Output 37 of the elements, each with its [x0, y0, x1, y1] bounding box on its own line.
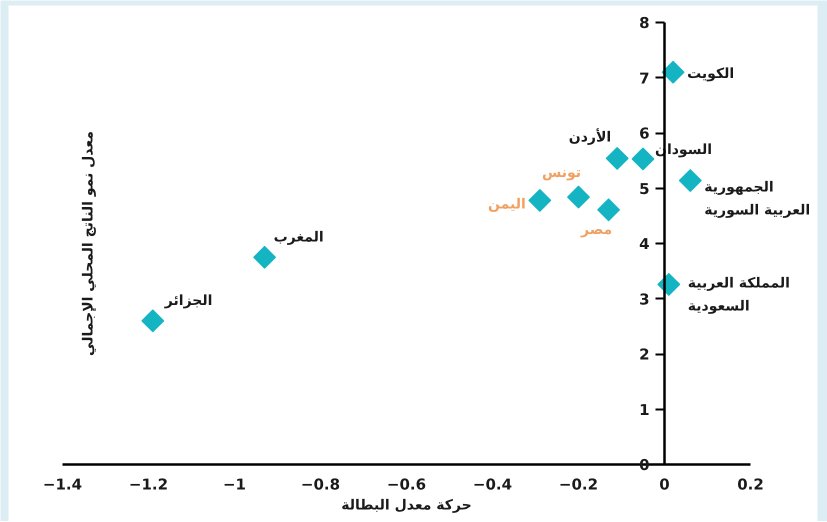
- point: [253, 246, 276, 269]
- x-tick-label: −0.6: [386, 476, 426, 494]
- y-tick-label: 6: [639, 124, 650, 142]
- point: [606, 146, 629, 170]
- data-label: المغرب: [274, 229, 324, 246]
- point: [678, 169, 702, 192]
- y-tick-label: 5: [639, 180, 650, 198]
- x-tick-label: 0: [659, 476, 670, 494]
- x-tick-label: −0.8: [300, 476, 340, 494]
- data-label: مصر: [580, 222, 612, 238]
- point: [141, 309, 164, 332]
- x-tick-label: −1: [222, 476, 246, 494]
- data-label: تونس: [542, 165, 582, 182]
- point: [662, 60, 685, 84]
- data-label: الجمهورية العربية السورية: [704, 180, 810, 219]
- x-axis-title: حركة معدل البطالة: [341, 498, 472, 514]
- point: [597, 198, 620, 222]
- x-tick-label: −0.2: [558, 476, 598, 494]
- x-tick-label: −0.4: [472, 476, 512, 494]
- y-axis-title: معدل نمو الناتج المحلي الإجمالي: [80, 131, 96, 356]
- y-tick-label: 7: [639, 69, 650, 88]
- x-tick-label: 0.2: [737, 476, 764, 494]
- y-tick-label: 2: [639, 346, 650, 364]
- y-tick-label: 1: [639, 400, 650, 419]
- y-tick-label: 8: [639, 14, 650, 32]
- x-tick-label: −1.4: [42, 476, 82, 494]
- data-label: الجزائر: [164, 292, 212, 309]
- point: [567, 186, 590, 209]
- data-label: الكويت: [687, 66, 734, 82]
- y-tick-label: 4: [639, 235, 650, 253]
- y-tick-label: 3: [639, 290, 650, 308]
- data-label: الأردن: [568, 127, 612, 146]
- point: [632, 148, 654, 170]
- data-label: المملكة العربية السعودية: [688, 275, 790, 315]
- data-label: اليمن: [488, 196, 526, 212]
- x-tick-label: −1.2: [128, 476, 168, 494]
- point: [528, 188, 552, 212]
